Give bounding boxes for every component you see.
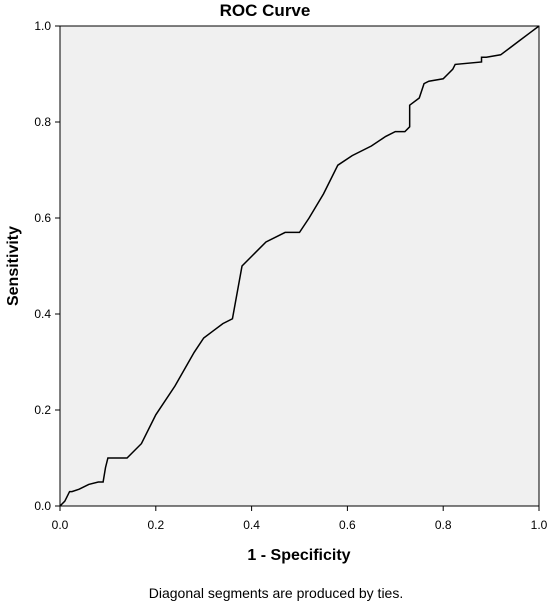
x-tick-label: 0.8 <box>435 518 452 532</box>
x-tick-label: 0.2 <box>147 518 164 532</box>
x-tick-label: 0.4 <box>243 518 260 532</box>
plot-area <box>59 25 540 507</box>
y-tick-label: 0.4 <box>34 307 51 321</box>
x-axis-label: 1 - Specificity <box>247 547 350 564</box>
x-axis-ticks: 0.0 0.2 0.4 0.6 0.8 1.0 <box>52 506 548 532</box>
x-tick-label: 0.0 <box>52 518 69 532</box>
y-tick-label: 0.6 <box>34 211 51 225</box>
y-tick-label: 0.8 <box>34 115 51 129</box>
y-tick-label: 0.2 <box>34 403 51 417</box>
y-tick-label: 0.0 <box>34 499 51 513</box>
y-tick-label: 1.0 <box>34 19 51 33</box>
chart-title: ROC Curve <box>220 1 311 20</box>
y-axis-ticks: 0.0 0.2 0.4 0.6 0.8 1.0 <box>34 19 60 513</box>
x-tick-label: 1.0 <box>531 518 548 532</box>
y-axis-label: Sensitivity <box>5 226 22 306</box>
footnote: Diagonal segments are produced by ties. <box>149 585 403 601</box>
x-tick-label: 0.6 <box>339 518 356 532</box>
roc-series-line <box>59 25 540 507</box>
